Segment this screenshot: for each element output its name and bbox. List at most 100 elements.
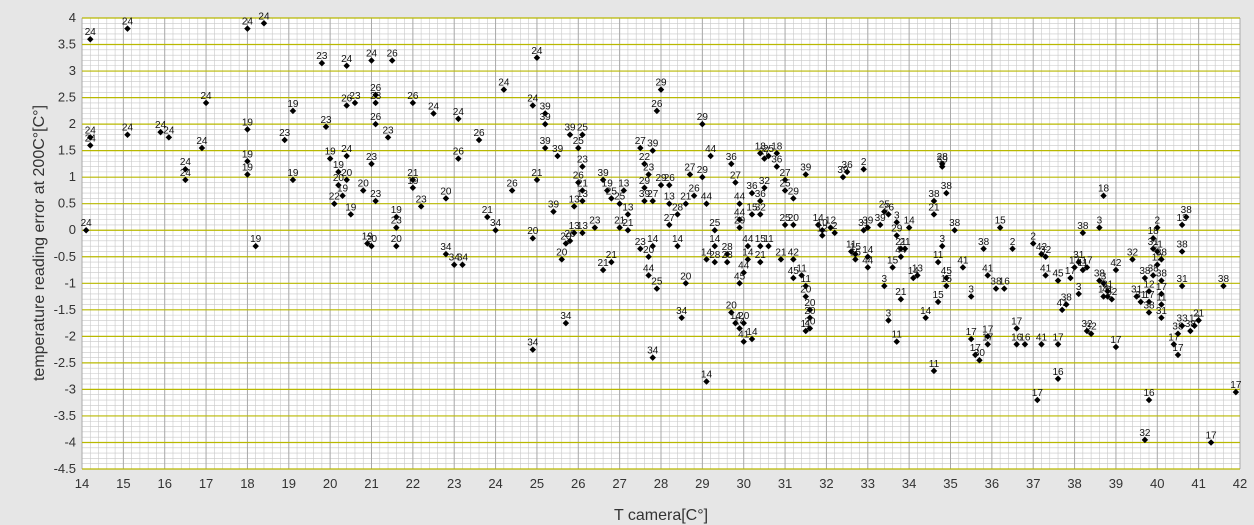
data-point-label: 11 [892,330,903,341]
data-point [728,309,735,316]
data-point [442,195,450,202]
data-point [930,197,938,205]
data-point-label: 39 [937,155,949,166]
data-point [736,325,743,332]
data-point-label: 42 [1036,242,1048,253]
data-point-label: 2 [861,157,867,168]
data-point [624,211,632,218]
data-point-label: 17 [1205,430,1217,441]
data-point-label: 25 [780,213,792,224]
data-point-label: 24 [180,168,192,179]
data-point-label: 3 [882,274,888,285]
data-point-label: 22 [329,192,341,203]
data-point [901,245,909,253]
data-point [372,197,379,205]
data-point-label: 21 [482,205,494,216]
data-point [757,258,764,266]
y-tick-label: 4 [69,10,76,25]
x-tick-label: 35 [943,476,957,491]
data-point [475,136,483,144]
data-point-label: 25 [879,200,891,211]
data-point [393,224,400,231]
data-point [723,258,731,266]
data-point [703,256,710,263]
data-point-label: 39 [647,139,659,150]
data-point-label: 24 [85,125,97,136]
data-point-label: 24 [201,91,213,102]
data-point [922,314,929,322]
data-point [244,126,251,133]
data-point-label: 20 [643,245,655,256]
data-point [781,221,789,229]
data-point [711,258,719,266]
data-point-label: 31 [1148,237,1160,248]
data-point-label: 31 [1102,279,1114,290]
data-point-label: 41 [1036,332,1048,343]
data-point [202,99,210,107]
data-point-label: 16 [1011,332,1023,343]
data-point-label: 38 [1156,269,1168,280]
data-point [674,211,681,218]
data-point [711,226,719,234]
data-point [666,181,673,189]
data-point-label: 23 [589,216,601,227]
data-point-label: 14 [701,369,713,380]
y-tick-label: -0.5 [54,249,76,264]
data-point [124,131,131,138]
data-point [653,285,661,292]
data-point [744,256,752,263]
data-point [620,187,628,194]
data-point-label: 42 [1110,258,1122,269]
data-point-label: 11 [846,239,857,250]
data-point [773,150,781,157]
data-point [736,280,743,287]
data-point [372,120,379,128]
data-point-label: 45 [1052,269,1064,280]
data-point-label: 26 [453,147,465,158]
data-point-label: 17 [1172,343,1184,354]
data-point [736,224,743,231]
data-point-label: 21 [928,202,940,213]
data-point-label: 41 [738,330,750,341]
data-point-label: 11 [1078,258,1089,269]
y-tick-label: -4.5 [54,461,76,476]
data-point-label: 18 [1148,226,1160,237]
data-point [289,176,297,184]
data-point-label: 18 [755,141,767,152]
data-point-label: 20 [358,178,370,189]
data-point [897,295,905,303]
data-point-label: 19 [391,205,403,216]
data-point [885,211,892,218]
data-point [157,128,164,136]
y-tick-label: -3 [64,381,76,396]
data-point-label: 34 [490,218,502,229]
data-point-label: 3 [886,308,892,319]
data-point-label: 45 [788,266,800,277]
data-point-label: 3 [939,234,945,245]
data-point-label: 39 [639,189,651,200]
data-point-label: 25 [780,178,792,189]
data-point-label: 27 [684,163,696,174]
data-point [649,197,656,205]
data-point [703,200,710,207]
data-point-label: 27 [759,147,771,158]
data-point-label: 39 [875,213,887,224]
data-point [790,256,797,263]
data-point [699,173,706,181]
data-point-label: 25 [606,186,618,197]
data-point-label: 17 [1143,290,1155,301]
x-tick-label: 42 [1233,476,1247,491]
data-point [893,232,900,239]
data-point-label: 17 [1065,266,1077,277]
data-point-label: 19 [602,178,614,189]
data-point [1013,325,1020,332]
data-point [885,317,892,324]
data-point [893,338,900,345]
data-point-label: 32 [1127,247,1139,258]
data-point-label: 17 [1032,388,1044,399]
data-point-label: 14 [813,213,825,224]
data-point-label: 24 [531,46,543,57]
data-point [641,197,648,205]
data-point-label: 14 [920,306,932,317]
data-point-label: 31 [1135,290,1147,301]
